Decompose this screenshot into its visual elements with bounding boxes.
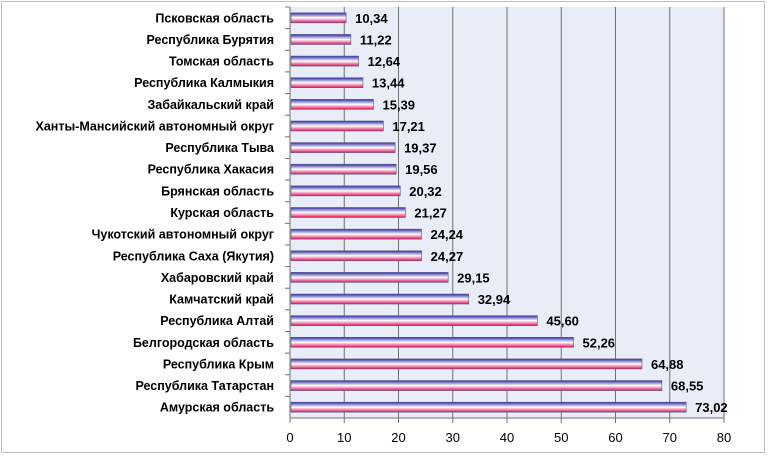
data-label: 17,21: [392, 119, 425, 134]
category-label: Забайкальский край: [147, 98, 274, 112]
category-label: Республика Крым: [163, 357, 274, 371]
x-tick-label: 30: [446, 430, 460, 445]
category-label: Ханты-Мансийский автономный округ: [36, 119, 274, 133]
bar: [290, 272, 449, 283]
data-label: 73,02: [695, 400, 728, 415]
bar: [290, 120, 384, 132]
category-label: Хабаровский край: [161, 271, 274, 285]
data-label: 24,24: [431, 227, 464, 242]
category-labels: Псковская область Республика Бурятия Томск…: [36, 11, 276, 414]
data-label: 32,94: [478, 292, 511, 307]
bar: [290, 336, 574, 348]
data-label: 13,44: [372, 76, 405, 91]
data-label: 15,39: [382, 97, 415, 112]
bar: [290, 55, 359, 67]
category-label: Амурская область: [160, 401, 274, 415]
x-tick-label: 10: [337, 430, 351, 445]
data-label: 19,56: [405, 162, 438, 177]
category-label: Белгородская область: [133, 336, 274, 350]
category-label: Республика Алтай: [160, 314, 274, 328]
data-label: 19,37: [404, 141, 437, 156]
category-label: Республика Саха (Якутия): [113, 249, 274, 263]
x-tick-label: 60: [608, 430, 622, 445]
x-tick-label: 70: [663, 430, 677, 445]
data-label: 21,27: [414, 206, 447, 221]
x-tick-label: 20: [391, 430, 405, 445]
bar: [290, 12, 347, 24]
bar: [290, 77, 364, 89]
data-label: 12,64: [368, 54, 401, 69]
bar: [290, 163, 397, 175]
bar: [290, 358, 643, 370]
x-tick-label: 0: [286, 430, 293, 445]
bar: [290, 142, 396, 153]
x-tick-labels: 0 10 20 30 40 50 60 70 80: [286, 418, 731, 445]
bar: [290, 250, 422, 262]
data-label: 68,55: [671, 379, 704, 394]
bar: [290, 293, 469, 305]
category-label: Брянская область: [161, 184, 274, 198]
category-label: Республика Татарстан: [135, 379, 274, 393]
data-label: 11,22: [360, 32, 392, 47]
data-label: 45,60: [546, 314, 579, 329]
value-labels: 10,34 11,22 12,64 13,44 15,39 17,21 19,37 19,56…: [355, 11, 728, 415]
bar: [290, 99, 374, 110]
data-label: 10,34: [355, 11, 388, 26]
data-label: 52,26: [583, 335, 616, 350]
bar: [290, 228, 422, 240]
data-label: 24,27: [431, 249, 464, 264]
category-label: Псковская область: [155, 11, 274, 25]
bar: [290, 207, 406, 218]
x-tick-label: 80: [717, 430, 731, 445]
category-label: Томская область: [169, 55, 274, 69]
bar: [290, 315, 538, 326]
data-label: 64,88: [651, 357, 684, 372]
category-label: Камчатский край: [169, 293, 274, 307]
x-tick-label: 50: [554, 430, 568, 445]
bar: [290, 380, 663, 391]
category-label: Чукотский автономный округ: [92, 228, 274, 242]
category-label: Республика Бурятия: [147, 33, 274, 47]
data-label: 20,32: [409, 184, 442, 199]
bar: [290, 34, 352, 45]
x-tick-label: 40: [500, 430, 514, 445]
category-label: Республика Хакасия: [148, 163, 274, 177]
data-label: 29,15: [457, 270, 490, 285]
bar: [290, 185, 401, 197]
category-label: Республика Тыва: [165, 141, 275, 155]
bar: [290, 401, 687, 413]
category-label: Курская область: [170, 206, 274, 220]
category-label: Республика Калмыкия: [134, 76, 274, 90]
bars: [290, 12, 687, 413]
